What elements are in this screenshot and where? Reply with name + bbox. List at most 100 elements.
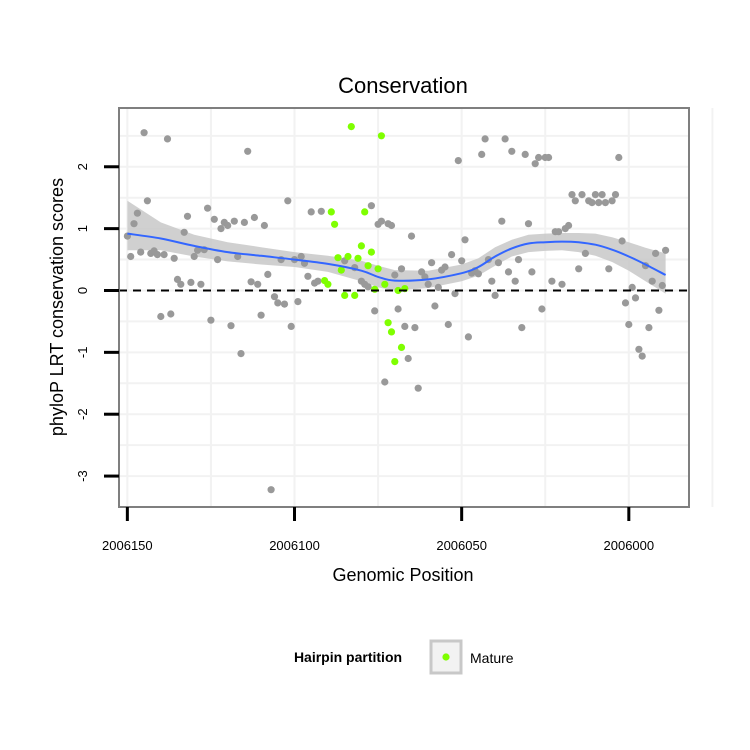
other-point (424, 280, 432, 288)
other-point (284, 197, 292, 205)
other-point (381, 378, 389, 386)
panel-border (118, 107, 690, 508)
other-point (257, 311, 265, 319)
other-point (371, 307, 379, 315)
other-point (414, 384, 422, 392)
y-tick-label: 2 (75, 163, 90, 170)
other-point (615, 153, 623, 162)
data-points (123, 123, 670, 494)
other-point (224, 221, 232, 230)
other-point (488, 277, 496, 285)
other-point (598, 191, 606, 199)
mature-point (367, 248, 375, 256)
other-point (364, 283, 372, 291)
plot-panel (119, 108, 689, 507)
other-point (210, 215, 218, 223)
other-point (578, 191, 586, 199)
other-point (217, 225, 225, 233)
other-point (160, 251, 168, 259)
other-point (511, 277, 519, 285)
other-point (411, 324, 419, 332)
legend-mature-swatch (442, 653, 450, 661)
mature-point (371, 285, 379, 293)
mature-point (341, 291, 349, 299)
other-point (391, 271, 399, 279)
other-point (267, 486, 275, 494)
other-point (568, 191, 576, 199)
other-point (591, 191, 600, 199)
other-point (444, 320, 452, 329)
other-point (501, 135, 509, 143)
y-tick-label: 1 (75, 225, 90, 232)
smooth-line (127, 232, 667, 282)
other-point (264, 270, 272, 278)
other-point (244, 147, 252, 155)
mature-point (337, 266, 345, 274)
other-point (558, 280, 566, 288)
other-point (581, 249, 590, 257)
mature-point (327, 208, 335, 216)
other-point (652, 249, 660, 257)
other-point (428, 259, 436, 267)
other-point (595, 199, 603, 207)
other-point (297, 252, 305, 261)
other-point (545, 153, 553, 162)
other-point (451, 290, 459, 298)
mature-point (357, 242, 365, 250)
mature-point (364, 262, 372, 270)
other-point (504, 268, 513, 276)
other-point (628, 283, 636, 291)
other-point (190, 252, 198, 261)
other-point (538, 305, 546, 313)
mature-point (351, 291, 359, 299)
other-point (441, 263, 449, 271)
y-axis-label: phyloP LRT conservation scores (47, 178, 67, 436)
other-point (304, 272, 312, 280)
x-axis: 2006150 2006100 2006050 2006000 (102, 507, 654, 553)
other-point (240, 218, 248, 226)
other-point (448, 251, 456, 259)
other-point (260, 221, 268, 230)
other-point (518, 324, 526, 332)
other-point (662, 246, 670, 254)
other-point (474, 270, 482, 278)
other-point (180, 228, 188, 236)
other-point (521, 150, 529, 158)
mature-point (397, 343, 406, 351)
other-point (397, 265, 406, 273)
mature-point (391, 358, 399, 366)
mature-point (334, 254, 342, 262)
other-point (565, 221, 573, 230)
other-point (207, 316, 215, 324)
other-point (658, 281, 666, 290)
other-point (307, 208, 315, 216)
other-point (625, 320, 633, 329)
legend-mature-label: Mature (470, 650, 514, 666)
other-point (608, 197, 616, 205)
other-point (407, 232, 416, 240)
other-point (491, 291, 499, 299)
other-point (140, 129, 148, 137)
other-point (528, 268, 536, 276)
other-point (280, 300, 289, 308)
other-point (618, 237, 626, 245)
other-point (648, 277, 656, 285)
mature-point (324, 280, 332, 288)
mature-point (347, 123, 355, 131)
other-point (621, 299, 630, 307)
other-point (367, 202, 375, 210)
other-point (247, 278, 255, 286)
other-point (227, 322, 235, 330)
other-point (401, 322, 409, 330)
other-point (645, 324, 653, 332)
other-point (143, 197, 151, 205)
y-tick-label: -2 (75, 408, 90, 420)
other-point (387, 221, 396, 230)
mature-point (384, 319, 392, 327)
other-point (130, 220, 138, 228)
other-point (514, 256, 523, 264)
other-point (214, 256, 222, 264)
other-point (234, 252, 242, 261)
other-point (394, 305, 402, 313)
other-point (170, 254, 178, 262)
